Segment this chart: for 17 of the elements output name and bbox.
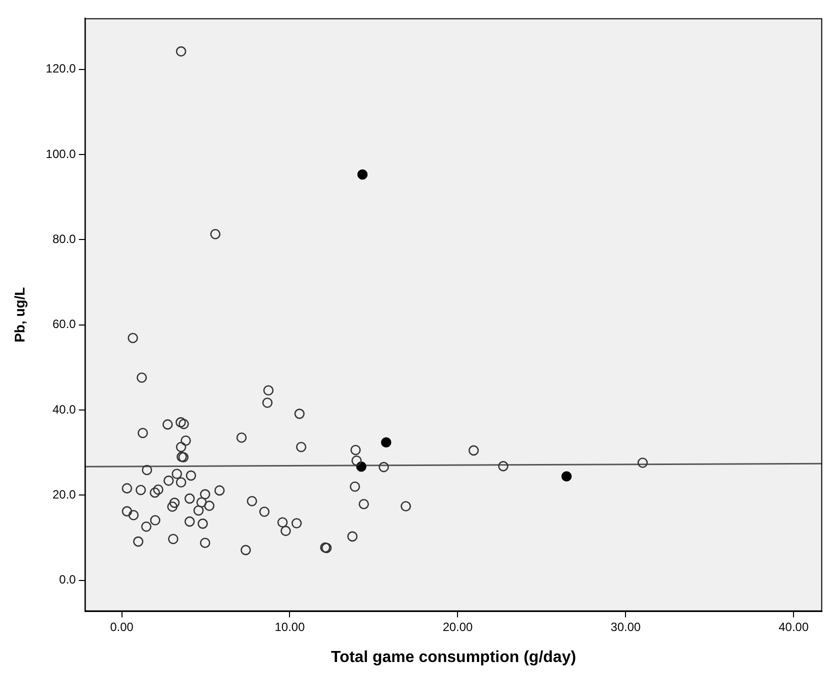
y-tick-label: 0.0 [59,572,76,587]
x-tick-label: 20.00 [442,620,474,634]
point [381,437,392,448]
y-tick-label: 40.0 [52,402,76,416]
x-tick-label: 0.00 [110,620,134,634]
x-tick-label: 40.00 [778,620,809,634]
y-tick-label: 120.0 [46,62,76,76]
y-tick-label: 20.0 [52,487,76,502]
x-tick-label: 10.00 [274,620,306,634]
x-tick-label: 30.00 [610,620,642,634]
y-tick-label: 60.0 [52,317,76,332]
x-axis-title: Total game consumption (g/day) [330,648,576,666]
y-tick-label: 100.0 [46,146,76,161]
y-tick-label: 80.0 [52,232,76,246]
y-axis-title: Pb, ug/L [11,286,28,342]
point [561,471,572,482]
point [357,169,368,180]
